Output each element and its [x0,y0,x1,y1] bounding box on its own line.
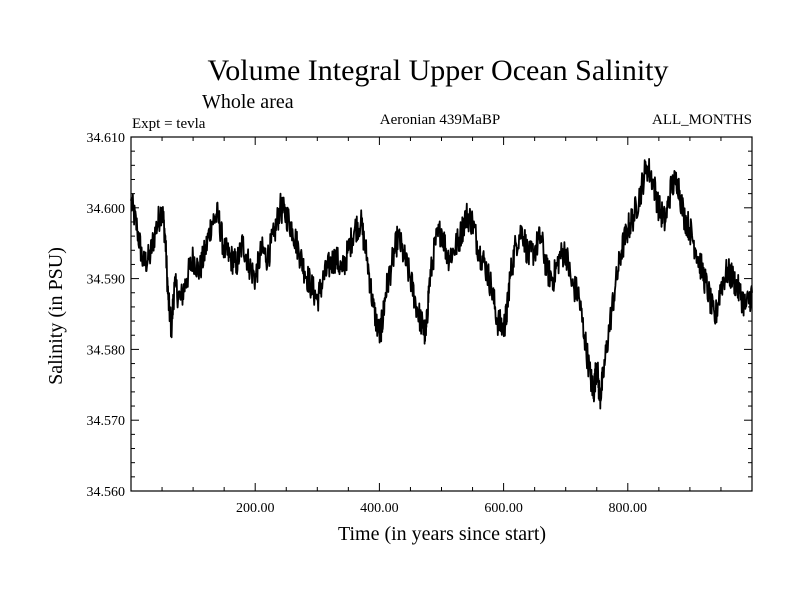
x-axis-label: Time (in years since start) [338,523,546,545]
y-tick-label: 34.610 [87,131,126,146]
x-tick-label: 800.00 [609,501,648,516]
x-axis [161,137,722,491]
y-tick-label: 34.590 [87,273,126,288]
x-tick-label: 600.00 [484,501,523,516]
y-tick-label: 34.600 [87,202,126,217]
y-tick-label: 34.560 [87,485,126,500]
months-label: ALL_MONTHS [652,112,752,128]
plot-frame [130,136,753,492]
y-axis-label: Salinity (in PSU) [45,247,67,385]
x-tick-label: 400.00 [360,501,399,516]
salinity-series-line [130,157,753,410]
period-label: Aeronian 439MaBP [380,112,500,128]
x-tick-labels: 200.00 400.00 600.00 800.00 [236,501,647,516]
experiment-label: Expt = tevla [132,116,206,132]
y-tick-label: 34.580 [87,343,126,358]
y-tick-label: 34.570 [87,414,126,429]
chart-title: Volume Integral Upper Ocean Salinity [208,54,669,87]
y-tick-labels: 34.560 34.570 34.580 34.590 34.600 34.610 [87,131,126,500]
y-axis [131,150,752,478]
chart-subtitle: Whole area [202,91,294,113]
x-tick-label: 200.00 [236,501,275,516]
